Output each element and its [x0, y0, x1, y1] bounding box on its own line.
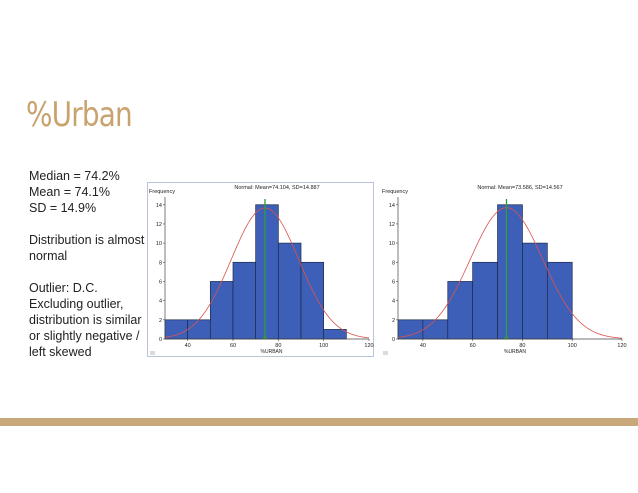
y-tick-label: 6 — [392, 279, 395, 285]
mean-marker — [503, 335, 509, 339]
y-tick-label: 14 — [389, 203, 395, 209]
y-tick-label: 8 — [159, 260, 162, 266]
y-tick-label: 8 — [392, 260, 395, 266]
histogram-bar — [300, 261, 325, 340]
y-tick-label: 10 — [156, 241, 162, 247]
y-tick-label: 12 — [389, 222, 395, 228]
y-tick-label: 4 — [392, 299, 395, 305]
histogram-bar — [187, 319, 211, 340]
x-axis-label: %URBAN — [261, 349, 283, 355]
histogram-svg: Normal: Mean=74.104, SD=14.887 Frequency%… — [147, 182, 374, 357]
y-tick-label: 12 — [156, 222, 162, 228]
histogram-bar — [397, 319, 424, 340]
y-tick-label: 0 — [159, 337, 162, 343]
histogram-bar — [522, 242, 548, 340]
chart-title: Normal: Mean=74.104, SD=14.887 — [234, 185, 319, 191]
y-tick-label: 2 — [392, 318, 395, 324]
note-line: normal — [29, 249, 68, 263]
y-axis-label: Frequency — [382, 189, 408, 195]
note-line: Outlier: D.C. — [29, 281, 98, 295]
x-tick-label: 120 — [364, 343, 373, 349]
histogram-bar — [472, 261, 498, 340]
histogram-bar — [422, 319, 449, 340]
x-tick-label: 80 — [275, 343, 281, 349]
mean-marker — [262, 335, 268, 339]
histogram-excluding-outlier: Normal: Mean=73.586, SD=14.567 Frequency%… — [380, 182, 630, 357]
slide-title: %Urban — [26, 95, 133, 135]
histogram-bar — [323, 329, 347, 340]
histogram-svg: Normal: Mean=73.586, SD=14.567 Frequency%… — [382, 185, 627, 355]
histogram-bar — [546, 261, 573, 340]
note-line: Median = 74.2% — [29, 169, 120, 183]
histogram-bar — [164, 319, 189, 340]
histogram-bar — [255, 204, 279, 340]
footer-accent-bar — [0, 418, 638, 426]
y-tick-label: 4 — [159, 299, 162, 305]
y-axis-label: Frequency — [149, 189, 175, 195]
y-tick-label: 14 — [156, 203, 162, 209]
x-tick-label: 40 — [420, 343, 426, 349]
y-tick-label: 2 — [159, 318, 162, 324]
normal-curve — [397, 207, 623, 339]
x-tick-label: 120 — [617, 343, 626, 349]
y-tick-label: 0 — [392, 337, 395, 343]
histogram-with-outlier: Normal: Mean=74.104, SD=14.887 Frequency%… — [147, 182, 374, 357]
x-tick-label: 100 — [319, 343, 328, 349]
x-axis-label: %URBAN — [504, 349, 526, 355]
note-line: or slightly negative / — [29, 329, 140, 343]
y-tick-label: 10 — [389, 241, 395, 247]
note-line: Excluding outlier, — [29, 297, 124, 311]
x-tick-label: 60 — [230, 343, 236, 349]
note-line: left skewed — [29, 345, 92, 359]
histogram-bar — [497, 204, 523, 340]
note-line: distribution is similar — [29, 313, 142, 327]
normal-curve — [164, 207, 370, 339]
note-line: Distribution is almost — [29, 233, 145, 247]
x-tick-label: 60 — [470, 343, 476, 349]
note-line: SD = 14.9% — [29, 201, 97, 215]
histogram-bar — [447, 281, 474, 340]
histogram-bar — [232, 261, 257, 340]
histogram-bar — [209, 281, 234, 340]
chart-title: Normal: Mean=73.586, SD=14.567 — [477, 185, 562, 191]
y-tick-label: 6 — [159, 279, 162, 285]
x-tick-label: 100 — [568, 343, 577, 349]
note-line: Mean = 74.1% — [29, 185, 110, 199]
x-tick-label: 40 — [185, 343, 191, 349]
x-tick-label: 80 — [519, 343, 525, 349]
